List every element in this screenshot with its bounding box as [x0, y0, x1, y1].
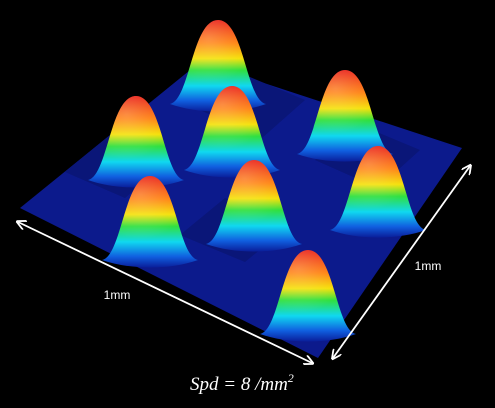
- side-dimension-label: 1mm: [415, 259, 442, 273]
- formula-main: Spd = 8 /mm: [190, 374, 288, 395]
- formula: Spd = 8 /mm2: [190, 371, 294, 395]
- front-dimension-arrow: [18, 222, 312, 363]
- formula-superscript: 2: [288, 371, 294, 385]
- front-dimension-label: 1mm: [104, 288, 131, 302]
- side-dimension-arrow: [333, 166, 470, 358]
